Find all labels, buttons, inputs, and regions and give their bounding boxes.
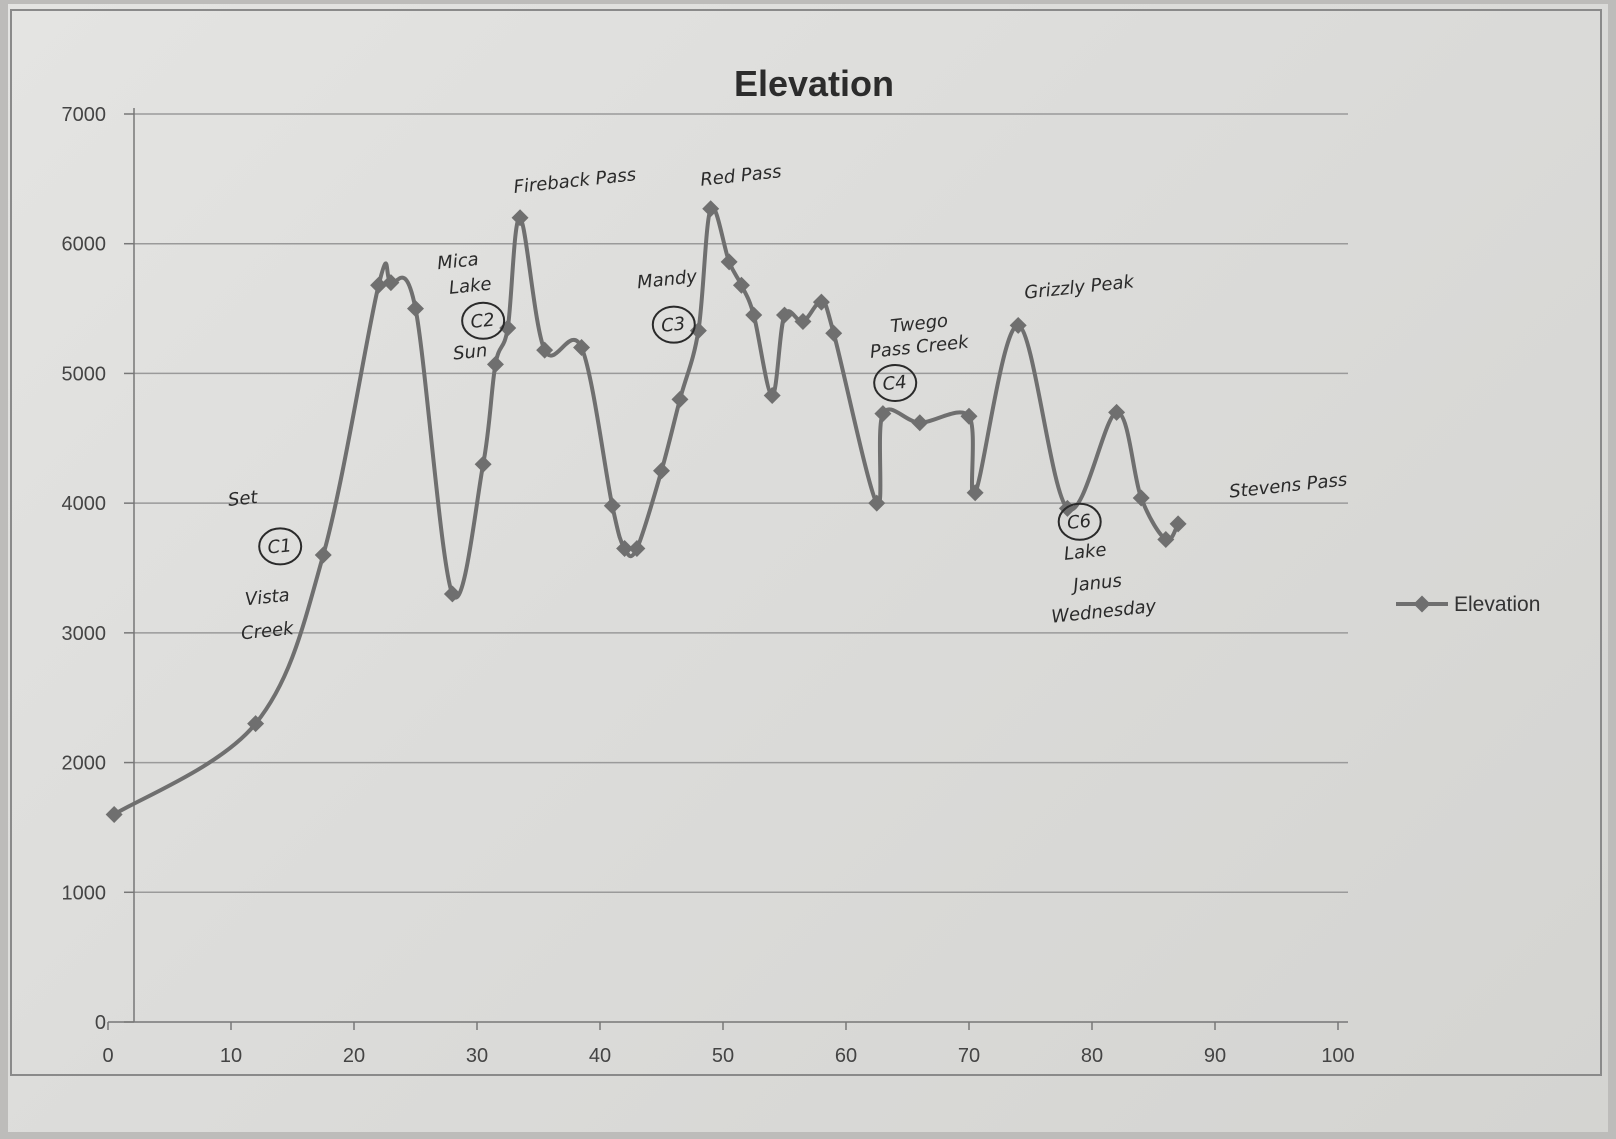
data-point-21 xyxy=(732,276,750,294)
series-elevation xyxy=(105,200,1187,823)
x-tick-label: 10 xyxy=(220,1045,242,1067)
axes xyxy=(108,108,1348,1023)
annotation-label: Set xyxy=(227,487,260,511)
data-point-25 xyxy=(794,313,812,331)
annotation-label: Janus xyxy=(1069,570,1122,596)
annotation-label: Stevens Pass xyxy=(1228,469,1348,502)
annotation-label: C6 xyxy=(1066,511,1092,534)
annotation-label: C3 xyxy=(660,313,686,336)
annotation-label: C2 xyxy=(470,310,496,333)
data-point-1 xyxy=(247,715,265,733)
chart-title: Elevation xyxy=(734,63,894,104)
data-point-3 xyxy=(370,276,388,294)
data-point-10 xyxy=(511,209,529,227)
data-point-2 xyxy=(314,546,332,564)
data-point-17 xyxy=(671,390,689,408)
data-point-30 xyxy=(911,414,929,432)
gridlines xyxy=(133,113,1348,894)
annotation-label: Mica xyxy=(436,249,479,274)
annotation-label: Creek xyxy=(240,618,296,645)
y-axis-ticks: 0 1000 2000 3000 4000 5000 6000 7000 xyxy=(62,104,134,1034)
data-point-12 xyxy=(573,339,591,356)
annotation-label: Lake xyxy=(1063,539,1108,564)
annotation-label: Fireback Pass xyxy=(513,164,637,198)
data-point-22 xyxy=(745,306,763,324)
annotation-circle-c1 xyxy=(258,527,303,566)
x-tick-label: 50 xyxy=(712,1045,734,1067)
data-point-37 xyxy=(1157,530,1175,548)
x-axis-ticks: 0 10 20 30 40 50 60 70 80 90 100 xyxy=(102,1022,1355,1067)
data-point-6 xyxy=(443,585,461,603)
y-tick-label: 0 xyxy=(95,1012,106,1034)
data-point-27 xyxy=(825,324,843,342)
chart-border xyxy=(10,9,1602,1076)
annotation-label: Mandy xyxy=(636,266,698,293)
x-tick-label: 90 xyxy=(1204,1045,1226,1067)
y-tick-label: 1000 xyxy=(62,882,107,904)
elevation-line xyxy=(113,205,1180,817)
annotation-label: Twego xyxy=(889,310,949,337)
data-point-5 xyxy=(407,300,424,318)
data-point-20 xyxy=(720,253,738,271)
x-tick-label: 30 xyxy=(466,1045,488,1067)
data-point-8 xyxy=(486,355,504,373)
y-tick-label: 2000 xyxy=(62,753,107,775)
annotation-label: C4 xyxy=(882,372,908,395)
legend-marker xyxy=(1413,595,1431,613)
data-point-7 xyxy=(474,455,492,473)
x-tick-label: 0 xyxy=(102,1045,113,1067)
chart-paper: 0 1000 2000 3000 4000 5000 6000 7000 0 10 20 30 40 5… xyxy=(8,4,1608,1132)
y-tick-label: 6000 xyxy=(62,234,107,256)
data-point-4 xyxy=(382,274,400,292)
y-tick-label: 4000 xyxy=(62,493,107,515)
annotation-circle-c6 xyxy=(1057,502,1102,541)
y-tick-label: 7000 xyxy=(62,104,107,126)
annotation-label: Red Pass xyxy=(699,161,782,190)
legend-label: Elevation xyxy=(1454,593,1540,616)
data-point-31 xyxy=(960,407,978,425)
data-point-16 xyxy=(653,462,670,480)
data-point-24 xyxy=(776,306,793,324)
annotation-label: Grizzly Peak xyxy=(1023,271,1136,304)
data-point-11 xyxy=(536,341,554,359)
data-point-23 xyxy=(763,386,781,404)
data-point-19 xyxy=(702,200,720,218)
data-point-36 xyxy=(1132,489,1150,507)
data-point-38 xyxy=(1169,515,1187,533)
annotation-label: Wednesday xyxy=(1050,596,1157,628)
data-point-14 xyxy=(616,540,634,558)
y-tick-label: 5000 xyxy=(62,363,107,385)
data-point-29 xyxy=(874,405,892,423)
x-tick-label: 100 xyxy=(1321,1045,1354,1067)
y-tick-label: 3000 xyxy=(62,623,107,645)
x-tick-label: 20 xyxy=(343,1045,365,1067)
annotation-label: Sun xyxy=(452,340,488,364)
annotation-label: Pass Creek xyxy=(869,331,971,362)
x-tick-label: 40 xyxy=(589,1045,611,1067)
data-point-13 xyxy=(603,497,621,515)
data-point-28 xyxy=(868,494,886,512)
x-tick-label: 80 xyxy=(1081,1045,1103,1067)
x-tick-label: 60 xyxy=(835,1045,857,1067)
data-point-15 xyxy=(628,540,646,558)
elevation-chart: 0 1000 2000 3000 4000 5000 6000 7000 0 10 20 30 40 5… xyxy=(10,9,1602,1076)
data-point-0 xyxy=(105,805,123,823)
annotation-label: C1 xyxy=(267,535,293,558)
data-point-33 xyxy=(1009,316,1027,334)
x-tick-label: 70 xyxy=(958,1045,980,1067)
data-point-32 xyxy=(966,484,984,502)
annotation-circle-c3 xyxy=(651,305,696,344)
annotation-label: Vista xyxy=(244,585,291,611)
data-point-18 xyxy=(689,322,707,340)
data-point-26 xyxy=(812,293,830,311)
legend: Elevation xyxy=(1396,593,1540,616)
annotation-circle-c2 xyxy=(461,301,506,340)
annotation-circle-c4 xyxy=(873,363,918,402)
annotation-label: Lake xyxy=(448,274,493,299)
